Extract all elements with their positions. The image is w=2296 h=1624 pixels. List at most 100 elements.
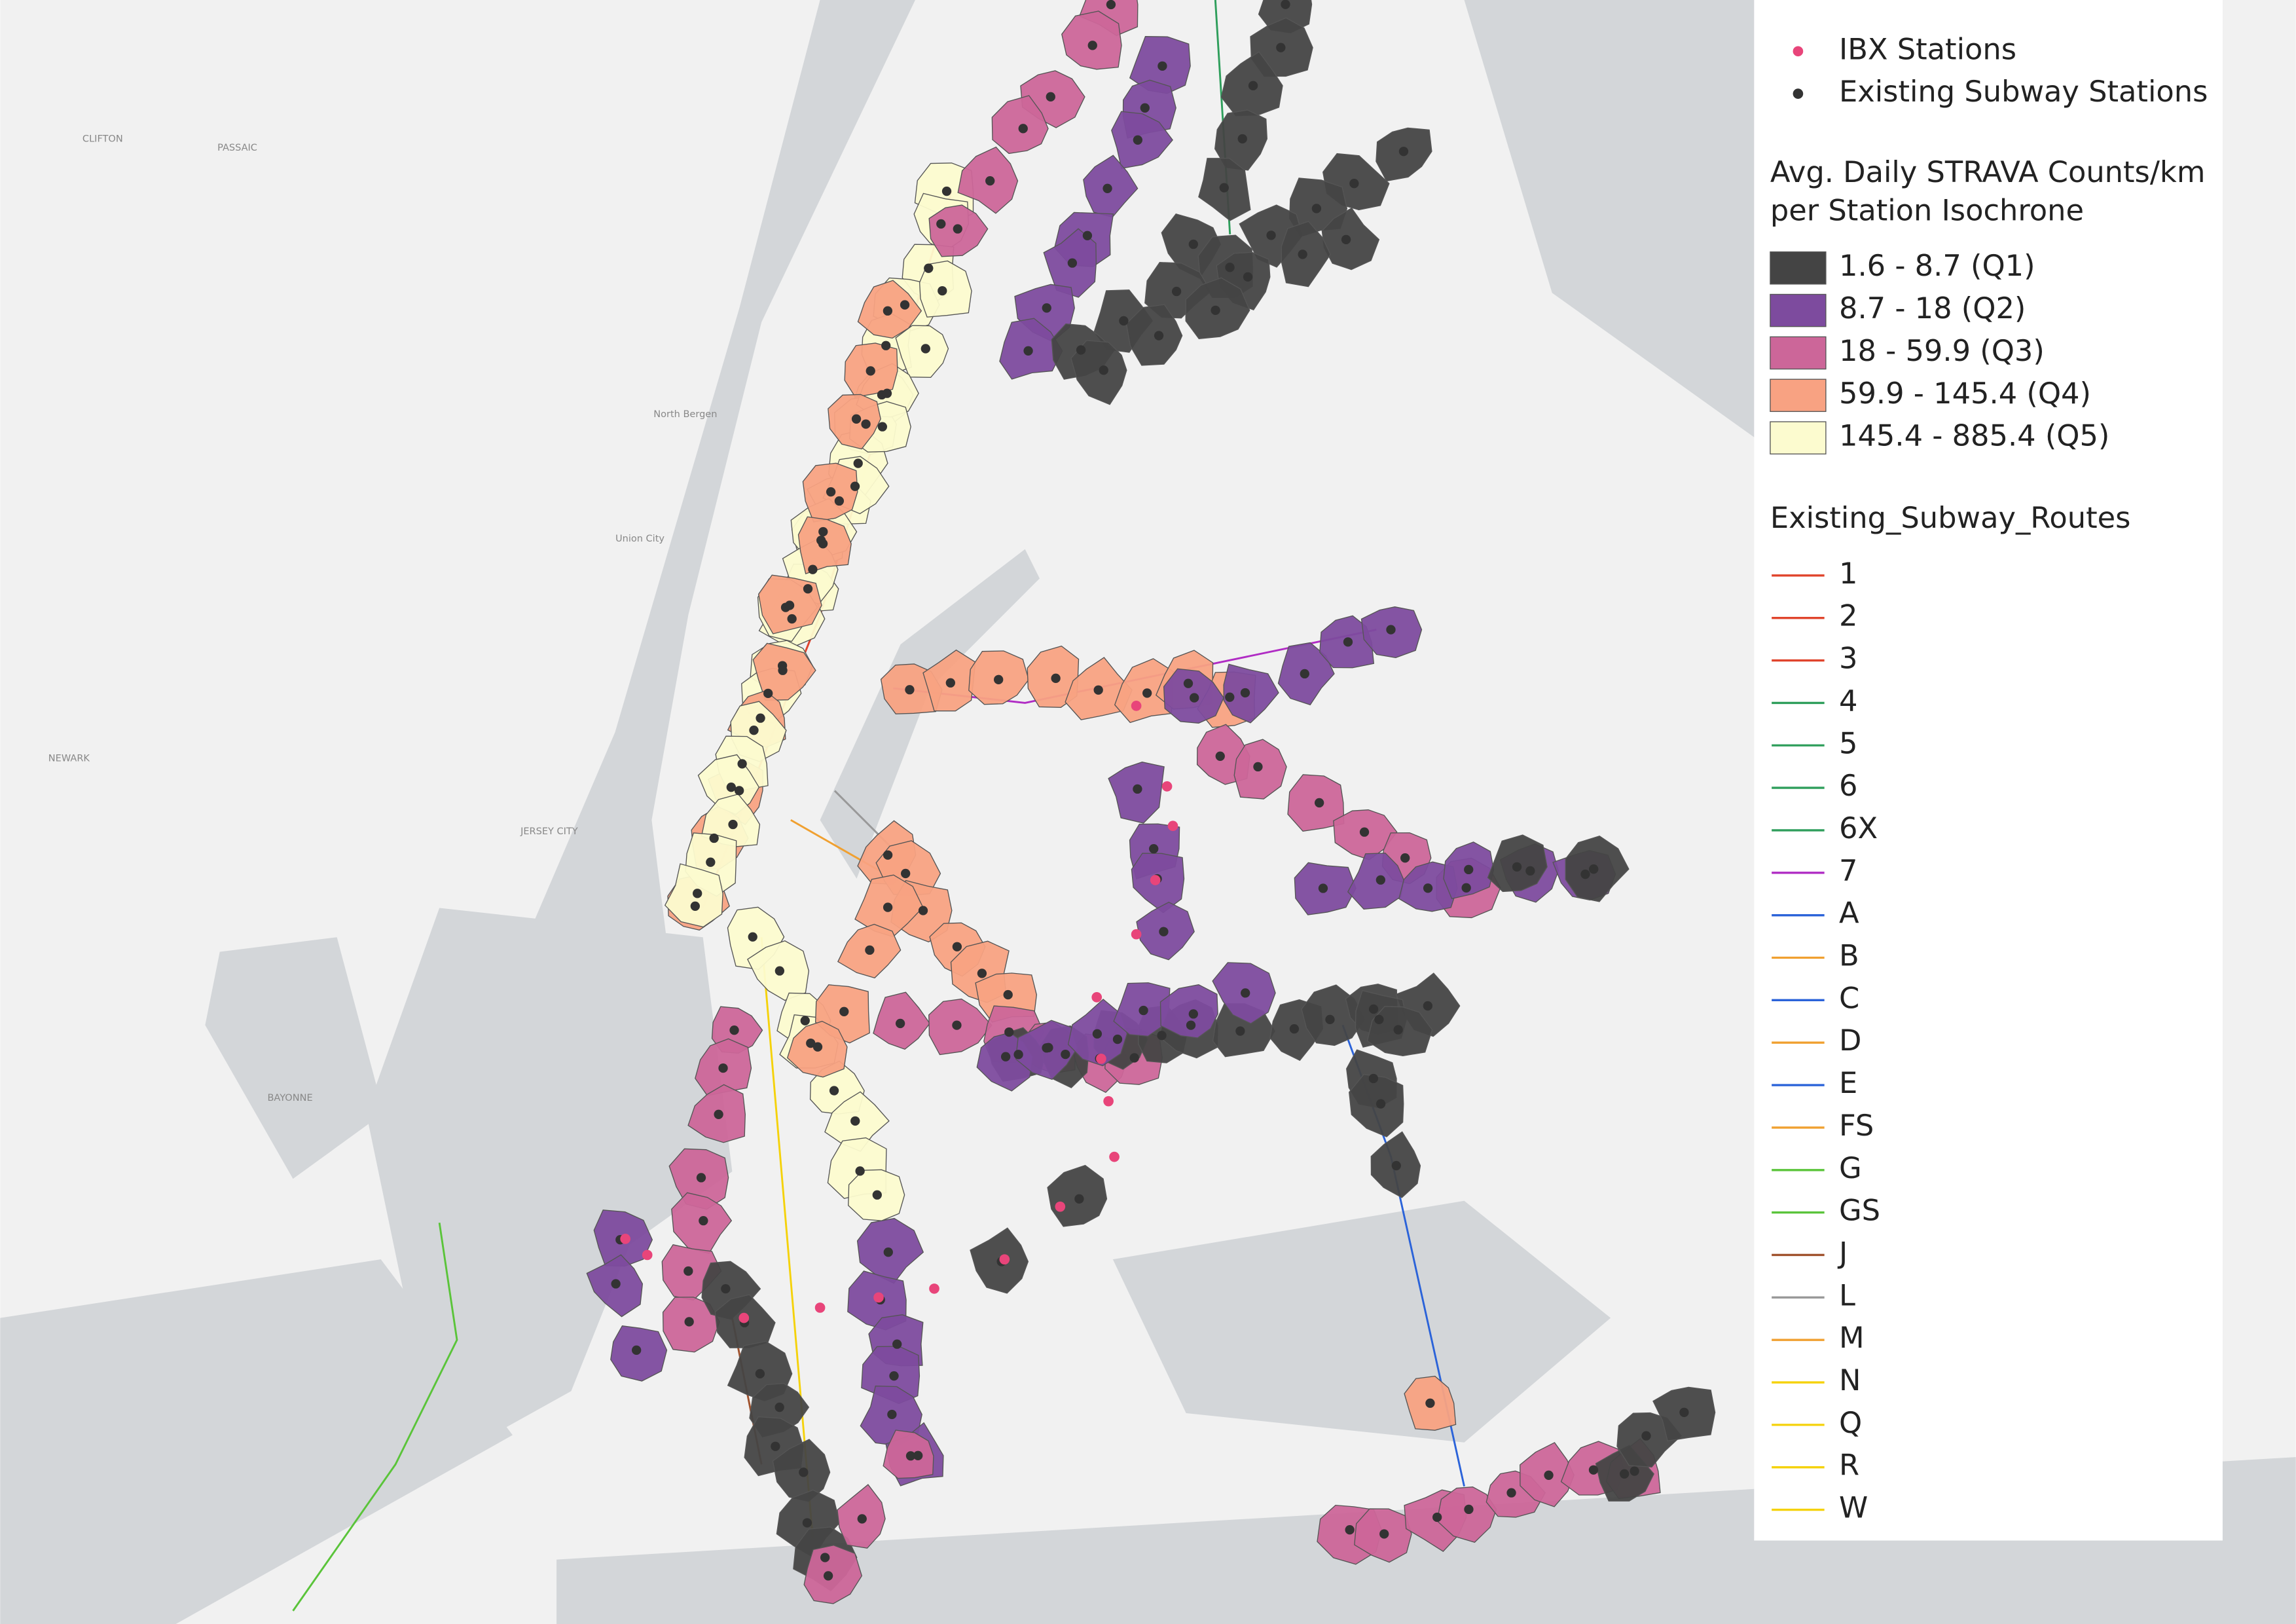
- stations: [611, 0, 1689, 1581]
- subway-station: [1464, 864, 1474, 875]
- subway-station: [755, 1369, 765, 1378]
- legend-label: R: [1839, 1448, 1859, 1483]
- legend-title: per Station Isochrone: [1770, 193, 2084, 227]
- ibx-station: [642, 1249, 653, 1261]
- legend-swatch: [1770, 293, 1827, 327]
- legend-label: 4: [1839, 683, 1857, 718]
- subway-station: [706, 857, 716, 867]
- subway-station: [696, 1173, 706, 1183]
- legend-label: W: [1839, 1490, 1868, 1525]
- subway-station: [1142, 688, 1152, 698]
- subway-station: [1580, 869, 1590, 879]
- subway-station: [799, 1467, 809, 1477]
- ibx-station: [1103, 1096, 1114, 1107]
- isochrone: [701, 793, 761, 847]
- subway-station: [1051, 673, 1061, 683]
- legend: IBX Stations Existing Subway Stations Avg.…: [1770, 31, 2208, 1525]
- route-line: [292, 1223, 458, 1612]
- legend-label: 6: [1839, 768, 1857, 803]
- subway-station: [748, 932, 757, 942]
- subway-station: [1067, 258, 1078, 268]
- subway-station: [1074, 1194, 1084, 1204]
- subway-station: [1620, 1469, 1630, 1479]
- legend-label: 6X: [1839, 811, 1878, 845]
- subway-station: [1183, 678, 1194, 688]
- subway-station: [803, 584, 813, 594]
- subway-station: [829, 1086, 839, 1096]
- subway-station: [1525, 866, 1535, 876]
- subway-station: [839, 1006, 849, 1016]
- subway-station: [1093, 685, 1103, 695]
- subway-station: [977, 969, 987, 978]
- subway-station: [857, 1514, 867, 1524]
- place-label: North Bergen: [653, 409, 717, 420]
- subway-station: [1359, 827, 1370, 837]
- place-label: JERSEY CITY: [520, 826, 578, 837]
- legend-label: GS: [1839, 1193, 1880, 1228]
- subway-station: [1013, 1050, 1023, 1060]
- subway-station: [905, 1451, 916, 1461]
- subway-station: [729, 1025, 739, 1035]
- subway-station: [714, 1109, 723, 1119]
- subway-station: [1188, 1009, 1198, 1019]
- subway-station: [1082, 231, 1093, 240]
- subway-station: [887, 1409, 897, 1420]
- legend-label: 145.4 - 885.4 (Q5): [1839, 418, 2109, 453]
- subway-station: [683, 1266, 693, 1276]
- subway-station: [611, 1279, 621, 1289]
- subway-station: [1099, 365, 1108, 375]
- subway-station: [1318, 883, 1328, 893]
- subway-station: [1276, 43, 1286, 52]
- legend-label: 1: [1839, 556, 1857, 591]
- subway-station: [1641, 1431, 1651, 1441]
- subway-station: [938, 286, 947, 296]
- subway-station: [918, 906, 928, 915]
- subway-station: [1379, 1529, 1389, 1539]
- subway-station: [883, 1247, 893, 1257]
- subway-station: [985, 176, 995, 186]
- subway-station: [1112, 1034, 1123, 1044]
- subway-station: [1374, 1014, 1384, 1025]
- subway-station: [1240, 688, 1250, 698]
- legend-symbol: [1793, 46, 1804, 57]
- subway-station: [1349, 179, 1359, 189]
- subway-station: [882, 388, 892, 398]
- subway-station: [1300, 669, 1309, 679]
- subway-station: [905, 685, 915, 695]
- ibx-station: [1109, 1151, 1120, 1162]
- ibx-station: [873, 1292, 884, 1303]
- subway-station: [820, 1553, 830, 1562]
- subway-station: [1345, 1525, 1355, 1535]
- ibx-station: [1096, 1053, 1106, 1064]
- subway-station: [1400, 853, 1410, 863]
- ibx-station: [1167, 821, 1178, 832]
- legend-label: 2: [1839, 599, 1857, 633]
- subway-station: [1042, 1043, 1051, 1053]
- legend-swatch: [1770, 421, 1827, 454]
- legend-label: FS: [1839, 1108, 1874, 1143]
- subway-station: [945, 678, 955, 688]
- subway-station: [892, 1339, 902, 1349]
- subway-station: [889, 1371, 899, 1381]
- subway-station: [883, 306, 893, 316]
- subway-station: [1000, 1052, 1011, 1061]
- subway-station: [787, 614, 797, 624]
- ibx-station: [1055, 1201, 1066, 1212]
- place-label: PASSAIC: [217, 143, 257, 153]
- subway-station: [1140, 103, 1150, 113]
- subway-station: [1139, 1005, 1148, 1016]
- subway-station: [1368, 1073, 1379, 1084]
- ibx-station: [1161, 781, 1173, 792]
- subway-station: [1298, 249, 1307, 259]
- legend-panel: [1754, 0, 2223, 1541]
- subway-station: [1679, 1407, 1689, 1418]
- subway-station: [800, 1016, 810, 1025]
- isochrone: [1159, 984, 1218, 1039]
- subway-station: [953, 224, 962, 234]
- subway-station: [853, 458, 863, 468]
- subway-station: [952, 942, 962, 951]
- subway-station: [737, 759, 747, 769]
- subway-station: [1092, 1029, 1102, 1039]
- subway-station: [913, 1450, 923, 1460]
